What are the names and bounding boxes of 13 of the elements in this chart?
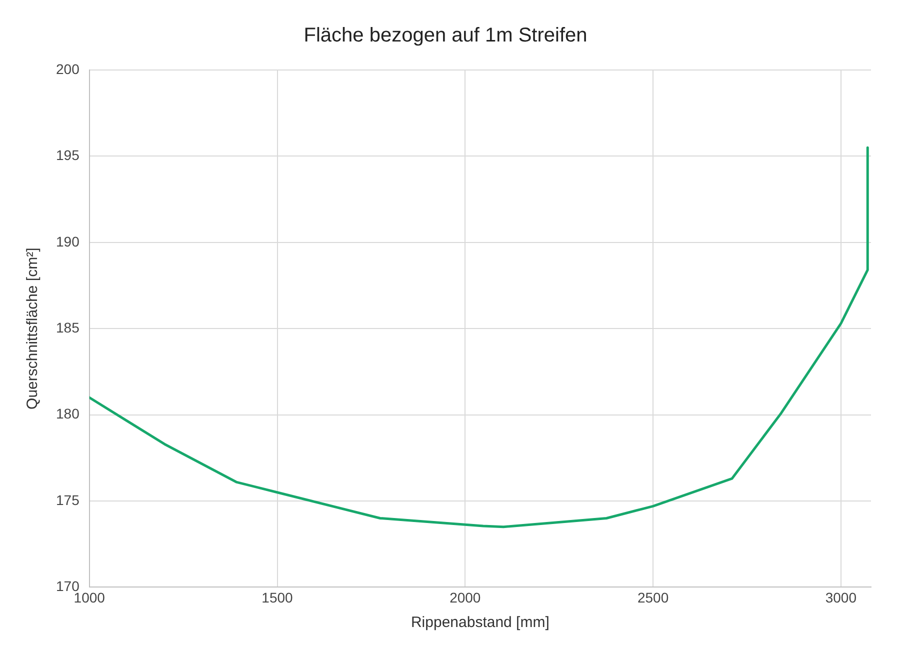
y-tick-label: 180	[56, 406, 80, 422]
x-axis-title: Rippenabstand [mm]	[410, 614, 550, 632]
chart-title: Fläche bezogen auf 1m Streifen	[304, 24, 588, 47]
y-axis-title: Querschnittsfläche [cm²]	[24, 248, 42, 410]
y-tick-label: 185	[56, 319, 80, 336]
y-tick-label: 175	[56, 492, 80, 508]
y-tick-label: 200	[56, 60, 80, 77]
x-tick-label: 2000	[450, 589, 481, 606]
x-tick-label: 3000	[825, 589, 857, 606]
y-tick-label: 190	[56, 233, 80, 250]
x-tick-label: 1500	[262, 589, 294, 606]
y-tick-label: 195	[56, 147, 80, 164]
x-tick-label: 2500	[637, 589, 669, 606]
